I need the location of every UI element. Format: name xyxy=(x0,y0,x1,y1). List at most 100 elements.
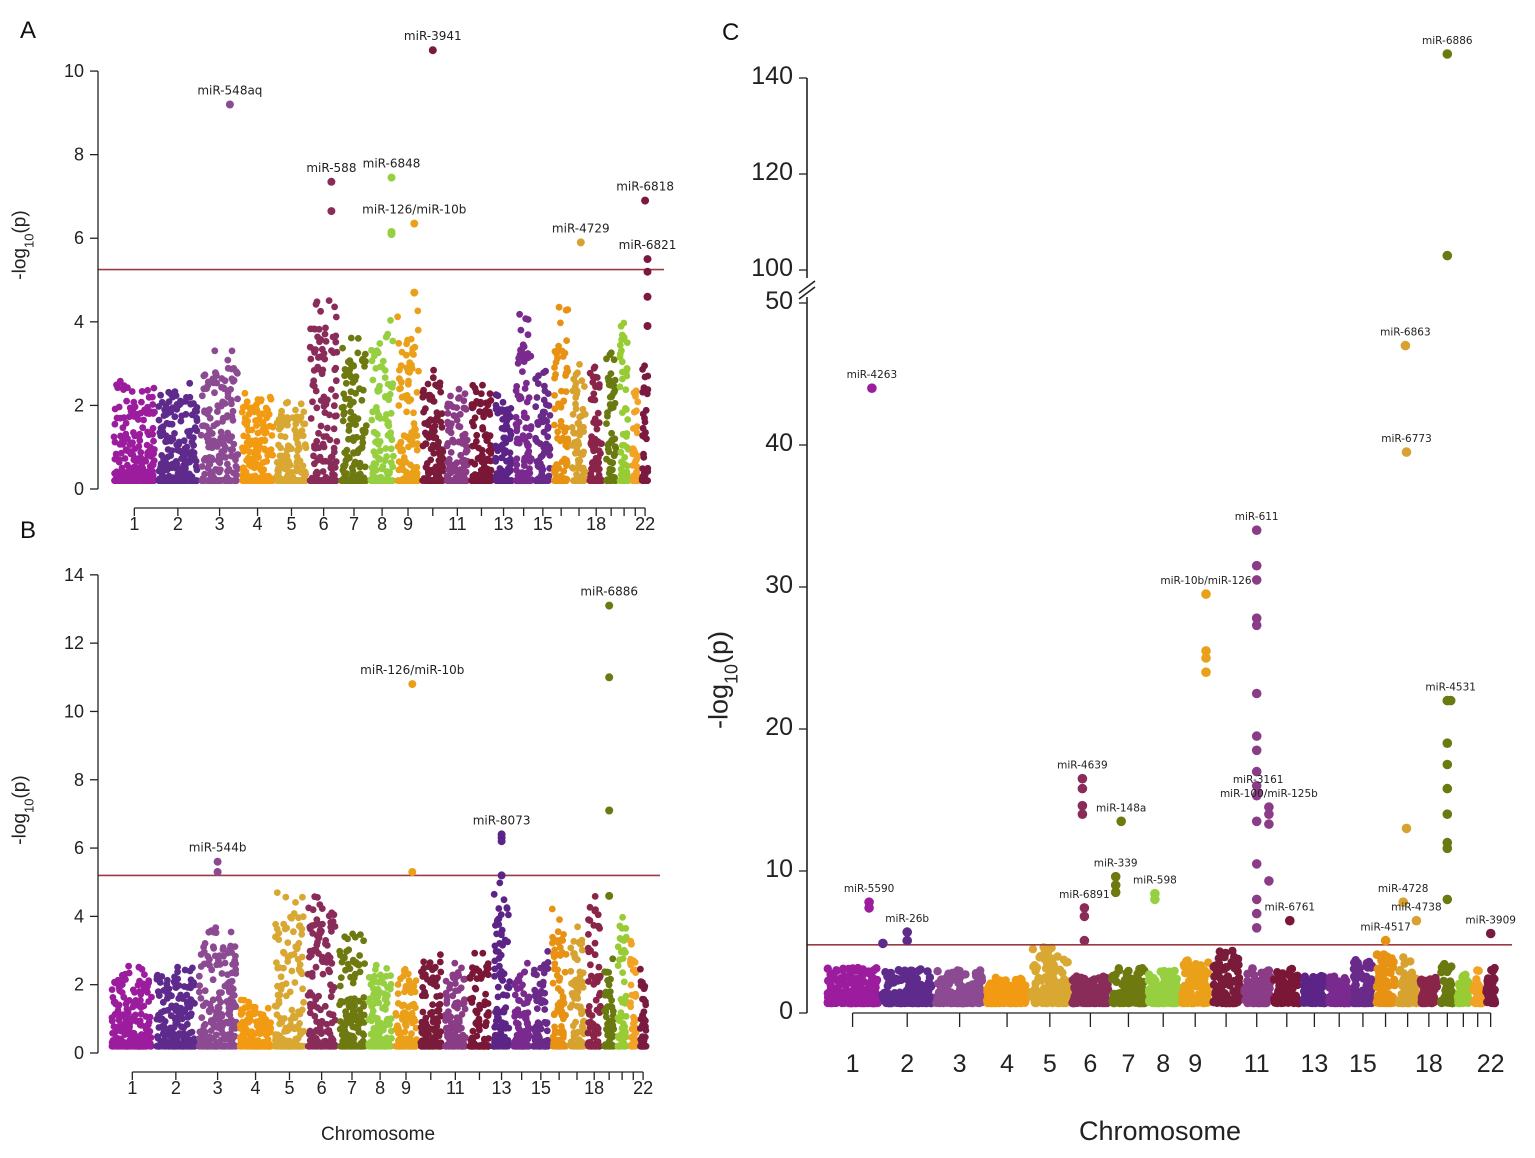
background-point-chr9 xyxy=(408,1042,415,1050)
background-point-chr10 xyxy=(437,1028,445,1035)
background-point-chr2 xyxy=(186,379,194,387)
background-point-chr7 xyxy=(341,933,349,941)
background-point-chr20 xyxy=(620,319,628,327)
background-point-chr8 xyxy=(384,431,392,439)
background-point-chr11 xyxy=(451,959,459,967)
background-point-chr13 xyxy=(501,425,508,433)
background-point-chr11 xyxy=(461,996,468,1004)
background-point-chr19 xyxy=(603,355,610,363)
background-point-chr9 xyxy=(394,313,401,321)
background-point-chr7 xyxy=(359,426,367,434)
background-point-chr3 xyxy=(227,942,235,950)
background-point-chr14 xyxy=(513,461,521,469)
background-point-chr2 xyxy=(159,1042,167,1050)
background-point-chr7 xyxy=(360,937,367,945)
background-point-chr3 xyxy=(204,438,212,446)
background-point-chr3 xyxy=(208,477,216,484)
background-point-chr7 xyxy=(354,335,362,342)
background-point-chr3 xyxy=(234,369,241,377)
background-point-chr8 xyxy=(374,454,382,462)
background-point-chr3 xyxy=(219,1029,226,1037)
background-point-chr13 xyxy=(494,983,502,991)
background-point-chr3 xyxy=(230,376,238,384)
background-point-chr7 xyxy=(336,947,344,955)
background-point-chr10 xyxy=(429,966,436,974)
background-point-chr1 xyxy=(143,441,151,449)
background-point-chr15 xyxy=(542,367,549,375)
background-point-chr13 xyxy=(505,911,512,919)
background-point-chr20 xyxy=(619,375,626,383)
background-point-chr2 xyxy=(164,477,172,484)
background-point-chr9 xyxy=(410,420,418,427)
background-point-chr7 xyxy=(337,1018,344,1025)
background-point-chr13 xyxy=(499,991,507,999)
background-point-chr12 xyxy=(469,442,476,450)
background-point-chr8 xyxy=(387,445,395,453)
background-point-chr2 xyxy=(157,432,165,440)
background-point-chr3 xyxy=(208,456,216,464)
background-point-chr1 xyxy=(111,420,119,428)
background-point-chr11 xyxy=(446,984,453,992)
background-point-chr10 xyxy=(429,1001,436,1008)
background-point-chr5 xyxy=(276,465,284,472)
background-point-chr6 xyxy=(315,354,322,361)
background-point-chr2 xyxy=(154,988,162,995)
locus-label: miR-6821 xyxy=(619,238,677,252)
background-point-chr7 xyxy=(360,1002,367,1010)
background-point-chr1 xyxy=(117,432,124,440)
y-tick-label: 8 xyxy=(74,145,84,165)
background-point-chr11 xyxy=(454,1042,462,1050)
background-point-chr16 xyxy=(562,372,569,379)
background-point-chr13 xyxy=(495,905,503,912)
background-point-chr12 xyxy=(468,458,476,466)
background-point-chr5 xyxy=(299,893,306,901)
background-point-chr4 xyxy=(262,404,270,412)
background-point-chr2 xyxy=(175,438,183,446)
background-point-chr9 xyxy=(408,1002,416,1009)
background-point-chr1 xyxy=(144,387,152,394)
background-point-chr5 xyxy=(295,443,303,451)
background-point-chr8 xyxy=(369,474,377,481)
background-point-chr11 xyxy=(444,466,452,473)
background-point-chr5 xyxy=(302,470,310,478)
background-point-chr5 xyxy=(300,420,307,428)
background-point-chr4 xyxy=(247,1042,255,1050)
background-point-chr1 xyxy=(147,408,155,416)
background-point-chr11 xyxy=(447,1035,455,1042)
background-point-chr1 xyxy=(151,446,158,453)
background-point-chr2 xyxy=(168,447,176,454)
background-point-chr3 xyxy=(209,976,217,984)
background-point-chr1 xyxy=(140,416,148,424)
x-tick-label: 9 xyxy=(403,514,413,534)
background-point-chr8 xyxy=(372,365,380,372)
background-point-chr5 xyxy=(290,477,298,484)
background-point-chr16 xyxy=(557,401,565,408)
significant-point xyxy=(643,292,652,301)
background-point-chr5 xyxy=(274,991,282,999)
background-point-chr4 xyxy=(254,453,262,461)
background-point-chr16 xyxy=(559,353,567,360)
background-point-chr3 xyxy=(226,1007,234,1015)
background-point-chr10 xyxy=(438,423,446,431)
background-point-chr10 xyxy=(428,430,436,438)
background-point-chr6 xyxy=(310,452,317,460)
background-point-chr8 xyxy=(383,468,391,476)
background-point-chr11 xyxy=(461,404,469,412)
background-point-chr17 xyxy=(574,419,582,427)
background-point-chr12 xyxy=(487,466,495,474)
background-point-chr6 xyxy=(318,957,326,964)
background-point-chr14 xyxy=(513,455,521,463)
background-point-chr2 xyxy=(178,1032,186,1039)
background-point-chr19 xyxy=(610,389,618,397)
background-point-chr9 xyxy=(403,340,410,348)
background-point-chr5 xyxy=(297,413,305,421)
background-point-chr3 xyxy=(198,392,206,400)
background-point-chr10 xyxy=(430,398,438,405)
background-point-chr11 xyxy=(453,459,461,467)
background-point-chr7 xyxy=(350,419,357,426)
background-point-chr11 xyxy=(447,1019,455,1027)
locus-label: miR-6818 xyxy=(616,180,674,194)
background-point-chr1 xyxy=(130,429,137,436)
background-point-chr10 xyxy=(426,959,434,967)
